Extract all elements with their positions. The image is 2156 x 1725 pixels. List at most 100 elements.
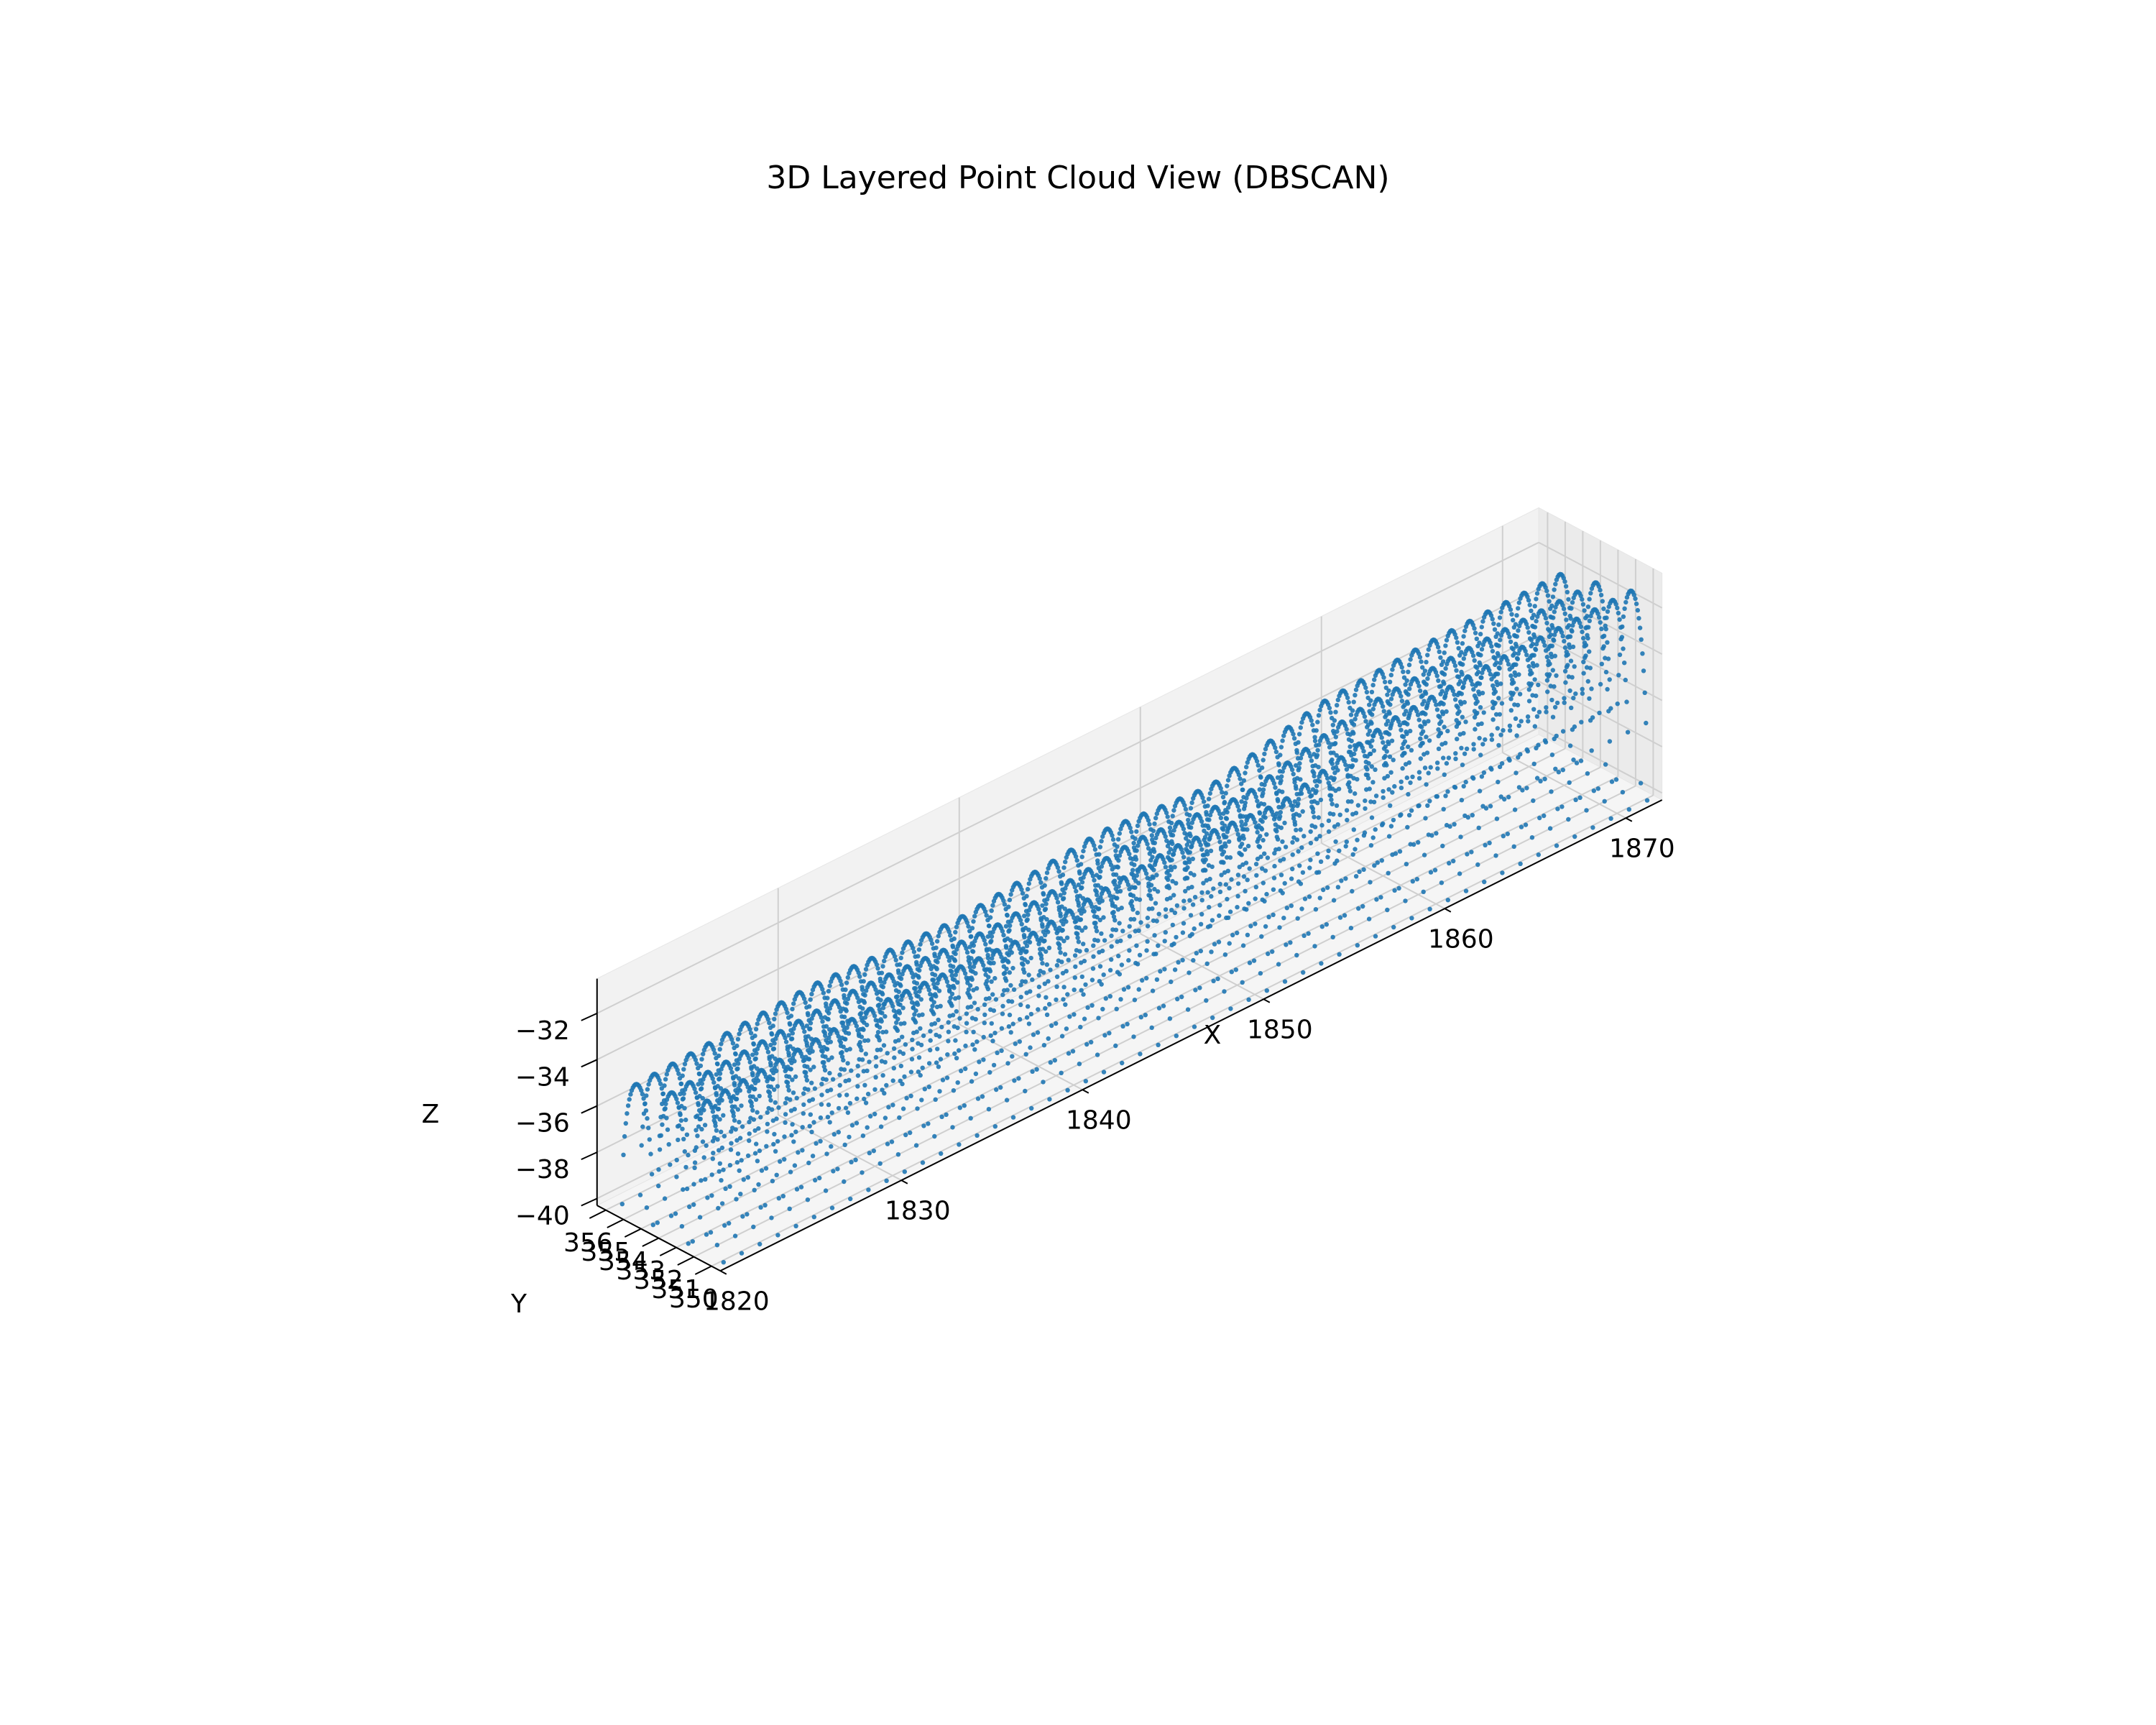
data-point <box>820 1019 825 1024</box>
data-point <box>1507 604 1512 609</box>
data-point <box>1154 873 1159 878</box>
data-point <box>734 1067 740 1072</box>
data-point <box>877 1161 883 1167</box>
data-point <box>663 1077 668 1082</box>
data-point <box>840 1020 846 1026</box>
data-point <box>1439 709 1445 714</box>
data-point <box>972 914 977 919</box>
data-point <box>1618 625 1623 630</box>
z-tick-label: −32 <box>515 1016 570 1046</box>
z-tick-label: −38 <box>515 1155 570 1184</box>
data-point <box>719 1145 725 1151</box>
data-point <box>1380 671 1386 676</box>
data-point <box>1292 819 1297 824</box>
data-point <box>768 1042 773 1048</box>
data-point <box>770 1077 775 1082</box>
data-point <box>695 1113 700 1118</box>
data-point <box>1406 669 1411 674</box>
data-point <box>842 1142 847 1148</box>
data-point <box>1225 778 1231 783</box>
data-point <box>655 1220 660 1225</box>
data-point <box>1489 737 1495 742</box>
data-point <box>623 1121 628 1126</box>
data-point <box>1294 748 1299 753</box>
data-point <box>968 934 974 939</box>
data-point <box>811 1064 816 1070</box>
data-point <box>1042 907 1048 913</box>
data-point <box>1337 952 1342 957</box>
data-point <box>1043 1006 1048 1011</box>
data-point <box>957 1105 963 1110</box>
data-point <box>1054 997 1059 1003</box>
data-point <box>1156 1042 1161 1048</box>
data-point <box>1637 625 1643 630</box>
data-point <box>1117 972 1123 977</box>
data-point <box>1292 799 1298 804</box>
data-point <box>1369 815 1375 820</box>
data-point <box>968 1116 973 1121</box>
data-point <box>1417 688 1423 694</box>
data-point <box>1353 693 1358 698</box>
data-point <box>912 1012 917 1017</box>
data-point <box>1207 924 1213 929</box>
data-point <box>657 1077 662 1083</box>
data-point <box>690 1239 695 1244</box>
data-point <box>781 1064 787 1070</box>
data-point <box>1561 576 1566 581</box>
data-point <box>734 1197 739 1202</box>
data-point <box>926 1121 931 1126</box>
data-point <box>986 923 992 929</box>
data-point <box>1549 753 1555 758</box>
data-point <box>1529 615 1535 620</box>
data-point <box>1534 597 1539 602</box>
data-point <box>1459 691 1465 696</box>
data-point <box>1054 974 1060 980</box>
data-point <box>1498 732 1503 737</box>
data-point <box>826 1102 831 1108</box>
data-point <box>896 1008 902 1013</box>
data-point <box>786 1015 791 1020</box>
data-point <box>1092 847 1098 852</box>
data-point <box>935 960 940 965</box>
data-point <box>1442 650 1447 656</box>
data-point <box>1169 979 1174 985</box>
data-point <box>952 978 957 983</box>
data-point <box>1526 699 1532 704</box>
data-point <box>709 1172 714 1177</box>
data-point <box>933 1097 938 1103</box>
data-point <box>1202 834 1208 840</box>
data-point <box>1150 874 1155 880</box>
data-point <box>1617 617 1622 622</box>
data-point <box>837 1092 842 1098</box>
data-point <box>1417 655 1423 660</box>
data-point <box>1583 615 1588 621</box>
data-point <box>1276 816 1282 822</box>
data-point <box>709 1193 714 1198</box>
data-point <box>794 1187 800 1192</box>
data-point <box>1299 719 1304 725</box>
data-point <box>909 1000 915 1005</box>
data-point <box>729 1141 734 1146</box>
data-point <box>835 1167 840 1172</box>
data-point <box>1404 862 1409 867</box>
data-point <box>747 1089 752 1094</box>
data-point <box>1598 681 1603 687</box>
data-point <box>1533 646 1538 652</box>
y-axis-label: Y <box>510 1289 528 1319</box>
data-point <box>768 1025 773 1031</box>
data-point <box>1328 793 1334 799</box>
data-point <box>1099 864 1105 869</box>
data-point <box>805 1011 811 1016</box>
data-point <box>913 1143 919 1148</box>
data-point <box>1447 860 1452 866</box>
data-point <box>1507 667 1512 672</box>
data-point <box>872 1111 877 1117</box>
data-point <box>862 1015 868 1020</box>
data-point <box>1427 906 1432 912</box>
data-point <box>692 1165 697 1171</box>
data-point <box>1544 709 1549 714</box>
data-point <box>1117 831 1123 836</box>
data-point <box>843 1007 848 1012</box>
data-point <box>1145 939 1150 944</box>
data-point <box>1373 934 1378 939</box>
